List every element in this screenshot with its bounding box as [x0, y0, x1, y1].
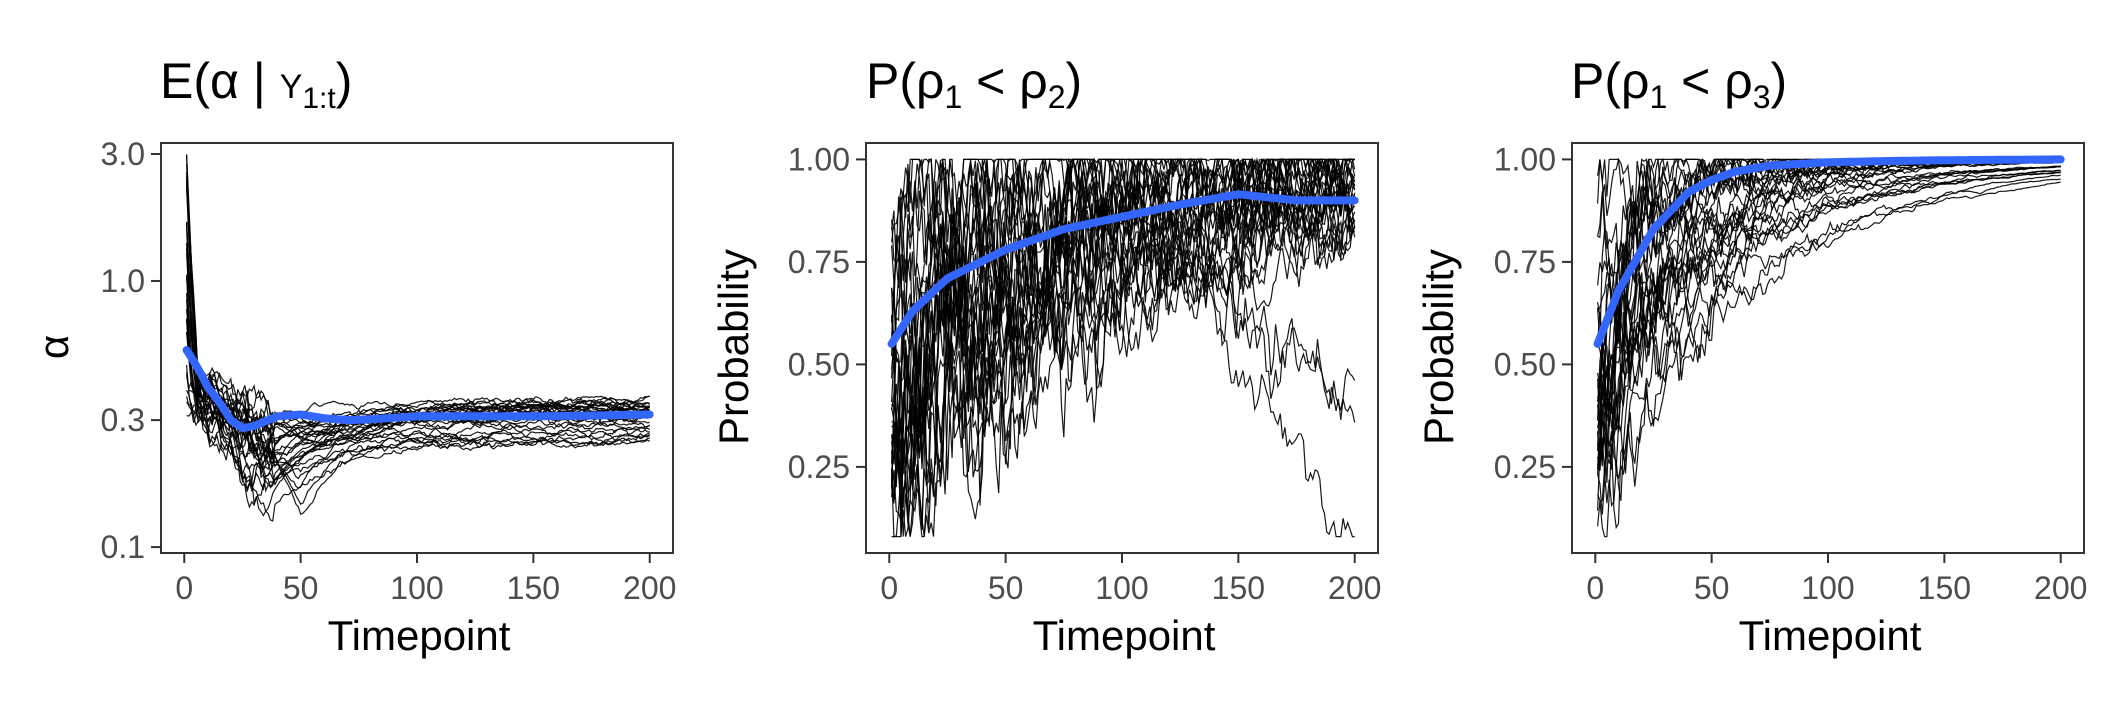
x-tick-label-3: 150 — [1212, 570, 1265, 606]
smooth-series — [182, 346, 654, 433]
trajectories — [186, 154, 651, 522]
trajectory-line-23 — [1597, 181, 2061, 470]
trajectory-line-27 — [1597, 169, 2061, 433]
panel-alpha-expectation: E(α | Y1:t) 0 50 100 150 200 0.1 0.3 1.0 3.0 Ti… — [30, 53, 676, 659]
x-axis-title: Timepoint — [1739, 612, 1922, 659]
title-rho12-sub2: 2 — [1048, 79, 1066, 115]
y-tick-label-2: 0.75 — [788, 244, 850, 280]
title-rho13-close: ) — [1770, 53, 1787, 109]
trajectory-line-25 — [891, 158, 1356, 463]
title-rho13-sub2: 3 — [1753, 79, 1771, 115]
trajectory-line-29 — [1597, 169, 2061, 452]
y-axis: 0.25 0.50 0.75 1.00 — [788, 141, 866, 485]
trajectory-line-21 — [891, 157, 1355, 370]
x-tick-label-3: 150 — [507, 570, 560, 606]
trajectory-line-20 — [1597, 171, 2061, 452]
smooth-series — [887, 190, 1359, 348]
trajectory-line-28 — [891, 181, 1356, 537]
x-axis: 0 50 100 150 200 — [175, 553, 676, 606]
title-rho13-main: P(ρ — [1571, 53, 1649, 109]
title-rho12-main: P(ρ — [866, 53, 944, 109]
trajectory-line-25 — [186, 318, 651, 457]
y-tick-label-2: 0.75 — [1494, 244, 1556, 280]
panel-prob-rho1-rho3: P(ρ1 < ρ3) 0 50 100 150 200 0.25 0.50 0.75 1.00… — [1415, 53, 2087, 659]
trajectory-line-15 — [891, 157, 1355, 527]
smooth-series — [1593, 155, 2065, 348]
trajectory-line-27 — [186, 299, 650, 509]
y-axis: 0.1 0.3 1.0 3.0 — [101, 136, 161, 565]
trajectory-line-24 — [891, 187, 1356, 494]
x-tick-label-0: 0 — [880, 570, 898, 606]
panel-prob-rho1-rho2: P(ρ1 < ρ2) 0 50 100 150 200 0.25 0.50 0.75 1.00… — [710, 53, 1381, 659]
x-tick-label-1: 50 — [1694, 570, 1730, 606]
x-tick-label-4: 200 — [623, 570, 676, 606]
trajectory-line-6 — [891, 211, 1356, 538]
x-tick-label-1: 50 — [283, 570, 319, 606]
trajectory-line-23 — [891, 204, 1356, 531]
trajectory-line-19 — [186, 176, 650, 447]
x-tick-label-3: 150 — [1918, 570, 1971, 606]
title-alpha-close: ) — [336, 53, 353, 109]
trajectory-line-24 — [1597, 174, 2061, 538]
x-tick-label-0: 0 — [175, 570, 193, 606]
trajectory-line-9 — [186, 180, 650, 426]
y-tick-label-0: 0.1 — [101, 529, 145, 565]
x-axis-title: Timepoint — [1033, 612, 1216, 659]
y-axis: 0.25 0.50 0.75 1.00 — [1494, 141, 1572, 485]
y-tick-label-3: 1.00 — [1494, 141, 1556, 177]
panel-title-rho13: P(ρ1 < ρ3) — [1571, 53, 1787, 115]
y-axis-title: Probability — [710, 249, 757, 445]
x-axis-title: Timepoint — [328, 612, 511, 659]
title-alpha-subscript: 1:t — [302, 82, 336, 115]
trajectory-line-17 — [186, 396, 650, 491]
x-tick-label-2: 100 — [1801, 570, 1854, 606]
y-tick-label-1: 0.50 — [788, 346, 850, 382]
y-tick-label-0: 0.25 — [1494, 449, 1556, 485]
y-tick-label-3: 1.00 — [788, 141, 850, 177]
trajectory-line-29 — [186, 226, 650, 480]
x-tick-label-4: 200 — [2034, 570, 2087, 606]
trajectory-line-22 — [186, 154, 651, 488]
title-rho12-close: ) — [1065, 53, 1082, 109]
y-tick-label-2: 1.0 — [101, 263, 145, 299]
title-alpha-sub: Y — [280, 68, 303, 106]
y-tick-label-0: 0.25 — [788, 449, 850, 485]
y-tick-label-1: 0.50 — [1494, 346, 1556, 382]
title-rho13-sub1: 1 — [1649, 79, 1667, 115]
trajectory-line-1 — [186, 222, 650, 493]
y-axis-title: Probability — [1415, 249, 1462, 445]
y-tick-label-3: 3.0 — [101, 136, 145, 172]
x-axis: 0 50 100 150 200 — [1586, 553, 2087, 606]
smooth-line — [182, 346, 654, 433]
title-alpha-main: E(α | — [160, 53, 280, 109]
title-rho13-mid: < ρ — [1667, 53, 1752, 109]
smooth-line — [887, 190, 1359, 348]
trajectory-line-27 — [891, 157, 1356, 538]
plot-frame — [160, 142, 674, 554]
trajectory-line-2 — [186, 242, 651, 516]
x-tick-label-0: 0 — [1586, 570, 1604, 606]
trajectory-line-26 — [1597, 165, 2061, 527]
x-tick-label-1: 50 — [988, 570, 1024, 606]
x-tick-label-2: 100 — [1095, 570, 1148, 606]
y-axis-title: α — [30, 335, 77, 359]
panel-title-alpha: E(α | Y1:t) — [160, 53, 352, 115]
trajectory-line-16 — [186, 172, 650, 433]
trajectory-line-28 — [1597, 165, 2061, 419]
title-rho12-sub1: 1 — [944, 79, 962, 115]
x-axis: 0 50 100 150 200 — [880, 553, 1381, 606]
smooth-line — [1593, 155, 2065, 348]
x-tick-label-2: 100 — [390, 570, 443, 606]
trajectory-line-14 — [186, 292, 650, 522]
panel-title-rho12: P(ρ1 < ρ2) — [866, 53, 1082, 115]
y-tick-label-1: 0.3 — [101, 402, 145, 438]
x-tick-label-4: 200 — [1328, 570, 1381, 606]
trajectory-line-29 — [891, 157, 1355, 394]
trajectory-line-17 — [891, 190, 1356, 537]
title-rho12-mid: < ρ — [962, 53, 1047, 109]
